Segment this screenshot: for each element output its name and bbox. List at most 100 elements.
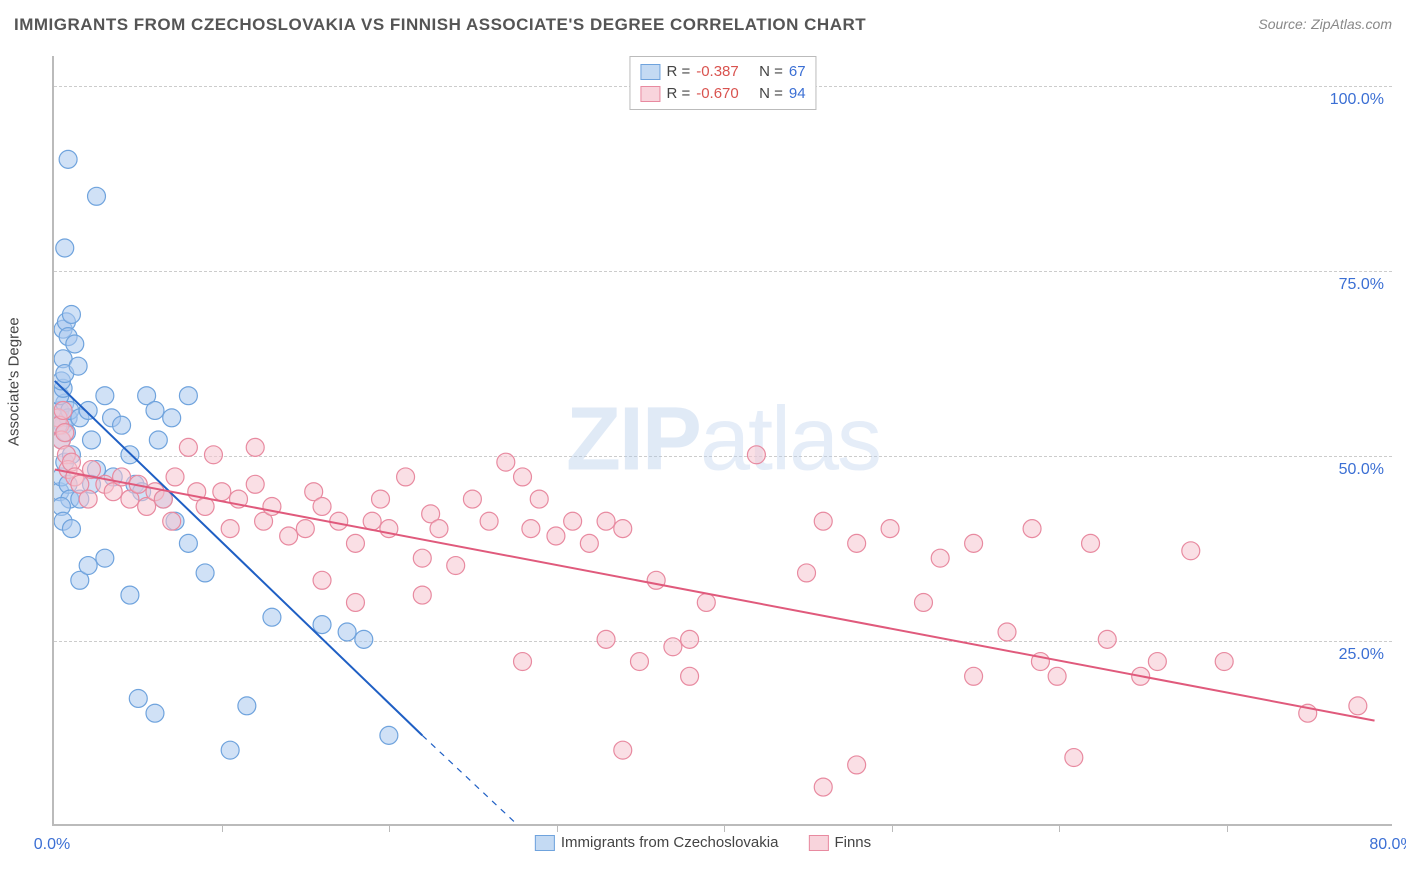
data-point <box>681 667 699 685</box>
legend-swatch <box>808 835 828 851</box>
x-tick <box>389 824 390 832</box>
legend-r-label-2: R = <box>666 83 690 105</box>
data-point <box>848 534 866 552</box>
data-point <box>614 741 632 759</box>
data-point <box>447 557 465 575</box>
data-point <box>397 468 415 486</box>
data-point <box>149 431 167 449</box>
data-point <box>564 512 582 530</box>
bottom-legend-item: Immigrants from Czechoslovakia <box>535 834 779 851</box>
data-point <box>647 571 665 589</box>
data-point <box>146 704 164 722</box>
data-point <box>179 387 197 405</box>
data-point <box>79 401 97 419</box>
data-point <box>246 438 264 456</box>
legend-r-value-1: -0.387 <box>696 61 739 83</box>
data-point <box>96 387 114 405</box>
data-point <box>56 424 74 442</box>
data-point <box>681 630 699 648</box>
legend-n-value-2: 94 <box>789 83 806 105</box>
bottom-legend-item: Finns <box>808 834 871 851</box>
data-point <box>413 586 431 604</box>
data-point <box>179 534 197 552</box>
data-point <box>213 483 231 501</box>
data-point <box>380 726 398 744</box>
x-tick <box>222 824 223 832</box>
bottom-legend: Immigrants from Czechoslovakia Finns <box>535 834 871 851</box>
data-point <box>355 630 373 648</box>
data-point <box>56 239 74 257</box>
data-point <box>1082 534 1100 552</box>
data-point <box>166 468 184 486</box>
x-tick <box>892 824 893 832</box>
legend-swatch <box>535 835 555 851</box>
legend-n-label-2: N = <box>759 83 783 105</box>
legend-swatch-series1 <box>640 64 660 80</box>
data-point <box>998 623 1016 641</box>
data-point <box>814 778 832 796</box>
data-point <box>83 431 101 449</box>
data-point <box>163 409 181 427</box>
data-point <box>146 401 164 419</box>
data-point <box>664 638 682 656</box>
data-point <box>413 549 431 567</box>
trend-line <box>55 470 1375 721</box>
data-point <box>1349 697 1367 715</box>
data-point <box>965 534 983 552</box>
data-point <box>246 475 264 493</box>
data-point <box>697 593 715 611</box>
chart-title: IMMIGRANTS FROM CZECHOSLOVAKIA VS FINNIS… <box>14 15 866 35</box>
correlation-legend: R = -0.387 N = 67 R = -0.670 N = 94 <box>629 56 816 110</box>
data-point <box>62 520 80 538</box>
data-point <box>614 520 632 538</box>
x-tick <box>1059 824 1060 832</box>
legend-row-series1: R = -0.387 N = 67 <box>640 61 805 83</box>
data-point <box>79 490 97 508</box>
trend-line <box>422 735 556 824</box>
data-point <box>221 741 239 759</box>
data-point <box>798 564 816 582</box>
legend-label: Finns <box>834 834 871 851</box>
legend-r-label-1: R = <box>666 61 690 83</box>
data-point <box>121 586 139 604</box>
legend-n-value-1: 67 <box>789 61 806 83</box>
data-point <box>597 512 615 530</box>
data-point <box>514 468 532 486</box>
x-tick-label: 0.0% <box>34 836 70 854</box>
source-block: Source: ZipAtlas.com <box>1258 16 1392 34</box>
data-point <box>1098 630 1116 648</box>
data-point <box>881 520 899 538</box>
data-point <box>747 446 765 464</box>
legend-r-value-2: -0.670 <box>696 83 739 105</box>
x-tick <box>724 824 725 832</box>
data-point <box>1023 520 1041 538</box>
data-point <box>1148 653 1166 671</box>
data-point <box>313 497 331 515</box>
x-tick <box>1227 824 1228 832</box>
data-point <box>221 520 239 538</box>
source-value: ZipAtlas.com <box>1311 16 1392 32</box>
chart-plot-area: ZIPatlas R = -0.387 N = 67 R = -0.670 N … <box>52 56 1392 826</box>
data-point <box>848 756 866 774</box>
data-point <box>580 534 598 552</box>
data-point <box>88 187 106 205</box>
data-point <box>547 527 565 545</box>
data-point <box>463 490 481 508</box>
data-point <box>931 549 949 567</box>
data-point <box>79 557 97 575</box>
data-point <box>313 571 331 589</box>
data-point <box>630 653 648 671</box>
data-point <box>522 520 540 538</box>
data-point <box>313 616 331 634</box>
data-point <box>372 490 390 508</box>
data-point <box>113 416 131 434</box>
data-point <box>263 608 281 626</box>
data-point <box>54 401 72 419</box>
data-point <box>597 630 615 648</box>
data-point <box>814 512 832 530</box>
data-point <box>1215 653 1233 671</box>
y-axis-label: Associate's Degree <box>6 317 23 446</box>
data-point <box>296 520 314 538</box>
chart-svg <box>54 56 1392 824</box>
source-label: Source: <box>1258 16 1306 32</box>
